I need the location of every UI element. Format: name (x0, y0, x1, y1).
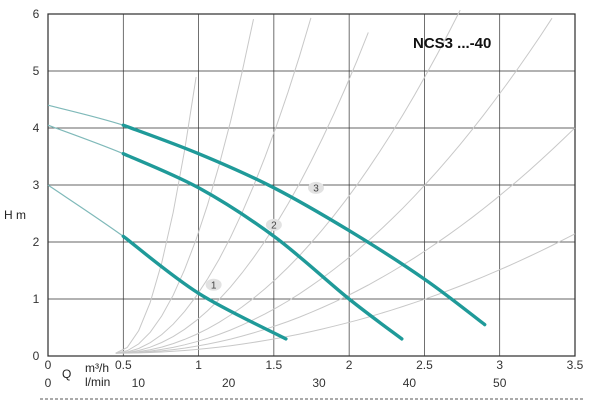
series-1-line (121, 234, 288, 341)
x2-tick-label: 10 (132, 376, 146, 390)
series-3-label: 3 (313, 183, 319, 194)
x-tick-label: 3.5 (567, 358, 584, 372)
y-tick-label: 1 (33, 292, 40, 306)
x-tick-label: 2 (346, 358, 353, 372)
x-tick-label: 1 (195, 358, 202, 372)
y-tick-label: 0 (33, 349, 40, 363)
guide-curve (115, 9, 461, 354)
chart-title: NCS3 ...-40 (413, 35, 491, 52)
y-tick-label: 4 (33, 121, 40, 135)
series-2-line (121, 152, 404, 341)
x-tick-label: 1.5 (266, 358, 283, 372)
guide-curve (115, 17, 312, 354)
x2-tick-label: 40 (403, 376, 417, 390)
series-1-label-bg (205, 278, 222, 291)
x-axis-label: Q (62, 367, 71, 381)
x2-tick-label: 50 (493, 376, 507, 390)
guide-curve (115, 17, 553, 354)
x2-tick-label: 30 (312, 376, 326, 390)
x-tick-label: 3 (496, 358, 503, 372)
guide-curve (115, 77, 197, 354)
tick-labels: 0 1 2 3 4 5 6 0 0.5 1 1.5 2 2.5 3 3.5 0 10 20 30 40 50 (33, 7, 584, 390)
x-units-primary: m³/h (85, 361, 109, 375)
series-1-label: 1 (211, 280, 217, 291)
guide-curve (115, 233, 576, 354)
y-tick-label: 2 (33, 235, 40, 249)
guide-curve (115, 18, 254, 354)
x2-tick-label: 20 (222, 376, 236, 390)
y-tick-label: 3 (33, 178, 40, 192)
x-tick-label: 0 (45, 358, 52, 372)
guide-curves (115, 9, 576, 354)
x2-tick-label: 0 (45, 376, 52, 390)
y-tick-label: 5 (33, 64, 40, 78)
x-tick-label: 0.5 (115, 358, 132, 372)
series-2-label-bg (265, 218, 282, 231)
series-lines: 1 2 3 (47, 104, 487, 341)
x-units-secondary: l/min (85, 375, 110, 389)
y-tick-label: 6 (33, 7, 40, 21)
y-axis-label: H m (4, 208, 26, 222)
series-3-line (121, 123, 487, 327)
x-tick-label: 2.5 (416, 358, 433, 372)
guide-curve (115, 32, 369, 354)
series-3-label-bg (308, 181, 325, 194)
series-2-label: 2 (271, 220, 277, 231)
